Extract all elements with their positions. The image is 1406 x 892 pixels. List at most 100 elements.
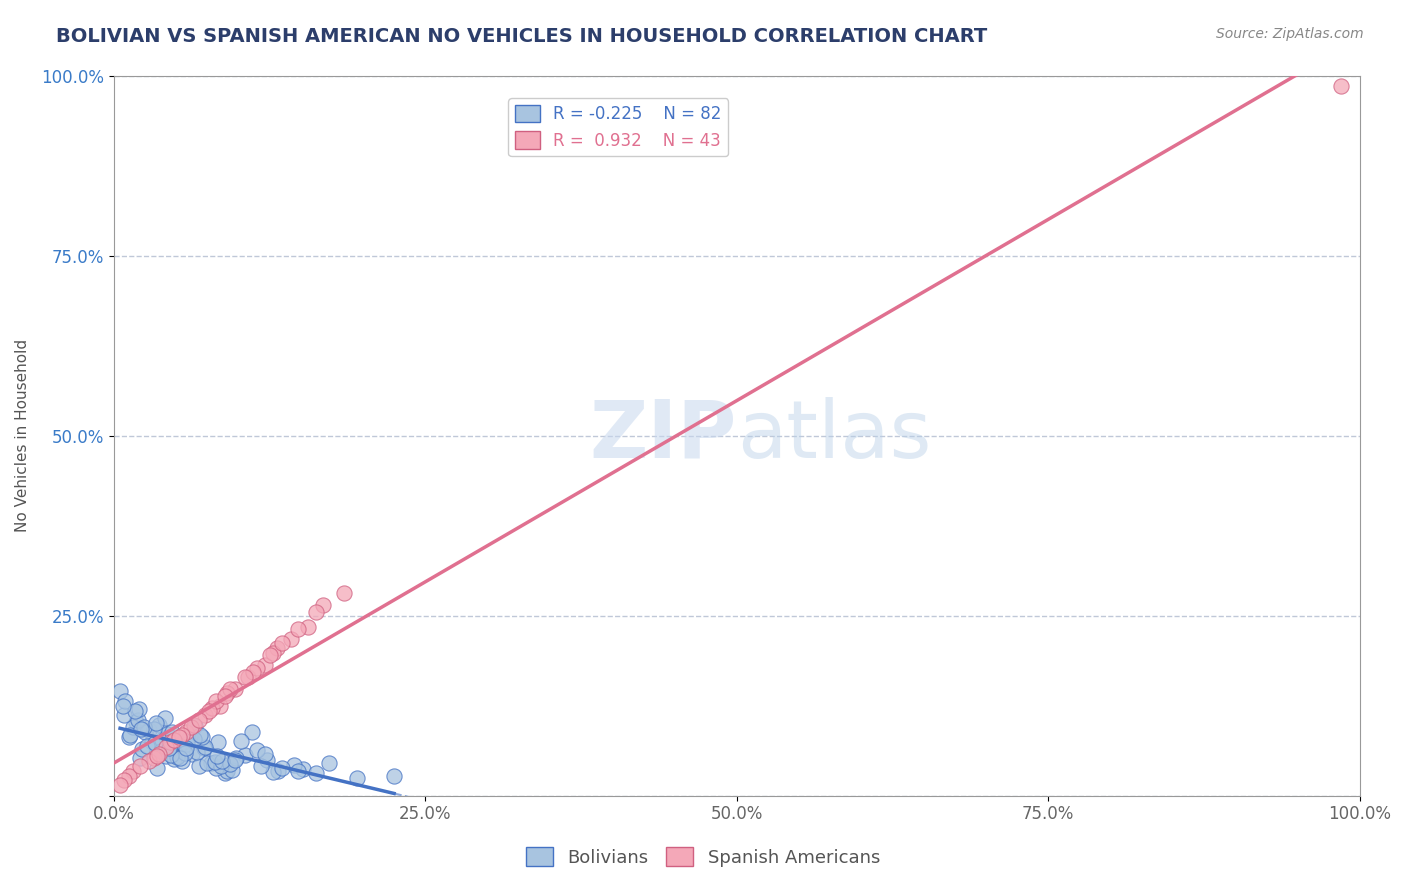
Point [194, 739, 217, 754]
Point [142, 751, 165, 765]
Point [250, 759, 273, 773]
Point [131, 742, 153, 756]
Point [136, 739, 159, 753]
Point [124, 704, 146, 718]
Point [160, 748, 183, 763]
Point [224, 682, 246, 697]
Y-axis label: No Vehicles in Household: No Vehicles in Household [15, 339, 30, 533]
Point [297, 619, 319, 633]
Point [318, 756, 340, 770]
Point [253, 747, 276, 761]
Point [214, 690, 236, 704]
Point [271, 761, 294, 775]
Point [157, 741, 180, 756]
Point [205, 694, 228, 708]
Point [287, 622, 309, 636]
Point [162, 724, 184, 739]
Point [145, 716, 167, 731]
Point [209, 759, 232, 773]
Point [150, 744, 173, 758]
Point [187, 713, 209, 727]
Point [200, 756, 222, 771]
Point [174, 740, 197, 755]
Point [240, 725, 263, 739]
Point [188, 727, 211, 741]
Point [166, 750, 188, 764]
Point [246, 660, 269, 674]
Point [159, 743, 181, 757]
Text: ZIP: ZIP [589, 397, 737, 475]
Point [304, 605, 326, 619]
Point [195, 756, 218, 770]
Point [256, 754, 278, 768]
Point [280, 632, 302, 646]
Point [183, 731, 205, 746]
Point [217, 686, 239, 700]
Point [108, 778, 131, 792]
Point [197, 704, 219, 718]
Point [180, 720, 202, 734]
Point [148, 747, 170, 761]
Point [112, 708, 135, 723]
Point [283, 757, 305, 772]
Point [181, 747, 204, 761]
Point [118, 728, 141, 742]
Point [207, 735, 229, 749]
Point [287, 764, 309, 778]
Point [382, 768, 405, 782]
Point [141, 735, 163, 749]
Point [246, 742, 269, 756]
Point [333, 585, 356, 599]
Point [304, 765, 326, 780]
Point [129, 723, 152, 737]
Point [253, 657, 276, 672]
Point [184, 719, 207, 733]
Point [238, 670, 260, 684]
Point [172, 754, 194, 768]
Point [217, 764, 239, 778]
Point [187, 758, 209, 772]
Point [155, 749, 177, 764]
Point [225, 750, 247, 764]
Point [174, 725, 197, 739]
Text: Source: ZipAtlas.com: Source: ZipAtlas.com [1216, 27, 1364, 41]
Point [267, 764, 290, 779]
Point [172, 727, 194, 741]
Text: atlas: atlas [737, 397, 931, 475]
Point [114, 694, 136, 708]
Point [218, 757, 240, 772]
Point [211, 754, 233, 768]
Point [156, 727, 179, 741]
Point [292, 762, 315, 776]
Point [191, 731, 214, 745]
Point [271, 636, 294, 650]
Point [125, 714, 148, 729]
Point [176, 737, 198, 751]
Point [204, 755, 226, 769]
Point [146, 749, 169, 764]
Point [167, 738, 190, 752]
Point [262, 646, 284, 660]
Point [1330, 79, 1353, 94]
Point [346, 771, 368, 785]
Point [193, 740, 215, 755]
Point [183, 718, 205, 732]
Point [132, 720, 155, 734]
Point [194, 708, 217, 723]
Point [127, 713, 149, 727]
Point [208, 698, 231, 713]
Point [169, 751, 191, 765]
Point [201, 701, 224, 715]
Point [179, 729, 201, 743]
Point [214, 765, 236, 780]
Point [167, 730, 190, 744]
Point [112, 772, 135, 787]
Point [118, 768, 141, 782]
Point [242, 665, 264, 679]
Point [138, 754, 160, 768]
Point [186, 745, 208, 759]
Point [121, 720, 143, 734]
Point [259, 648, 281, 663]
Point [121, 764, 143, 778]
Point [162, 752, 184, 766]
